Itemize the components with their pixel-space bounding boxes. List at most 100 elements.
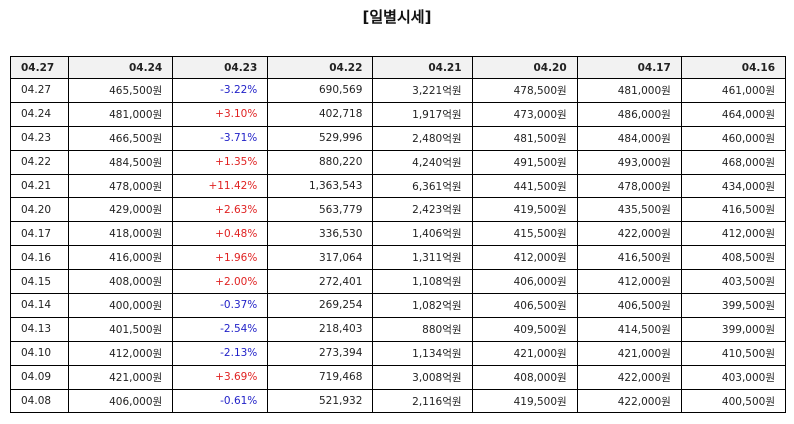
- high-price-cell: 486,000원: [576, 101, 682, 127]
- low-price-cell: 434,000원: [680, 173, 787, 199]
- change-rate-cell: +1.96%: [172, 245, 269, 271]
- high-price-cell: 478,000원: [576, 173, 682, 199]
- open-price-cell: 409,500원: [471, 316, 578, 342]
- low-price-cell: 468,000원: [680, 149, 787, 175]
- open-price-cell: 406,500원: [471, 293, 578, 318]
- date-cell: 04.23: [9, 125, 70, 151]
- trade-amount-cell: 880억원: [372, 316, 473, 342]
- change-rate-cell: +0.48%: [172, 221, 269, 247]
- date-cell: 04.17: [9, 221, 70, 247]
- volume-cell: 269,254: [267, 293, 374, 318]
- low-price-cell: 464,000원: [680, 101, 787, 127]
- high-price-cell: 406,500원: [576, 293, 682, 318]
- low-price-cell: 412,000원: [680, 221, 787, 247]
- close-price-cell: 406,000원: [68, 388, 174, 414]
- column-header: 04.20: [471, 56, 578, 79]
- open-price-cell: 441,500원: [471, 173, 578, 199]
- trade-amount-cell: 2,480억원: [372, 125, 473, 151]
- table-row: 04.10 412,000원 -2.13% 273,394 1,134억원 421,000…: [9, 340, 787, 366]
- trade-amount-cell: 2,423억원: [372, 197, 473, 223]
- change-rate-cell: -0.61%: [172, 388, 269, 414]
- volume-cell: 317,064: [267, 245, 374, 271]
- trade-amount-cell: 3,221억원: [372, 78, 473, 103]
- high-price-cell: 421,000원: [576, 340, 682, 366]
- table-row: 04.17 418,000원 +0.48% 336,530 1,406억원 415,500…: [9, 221, 787, 247]
- change-rate-cell: +2.63%: [172, 197, 269, 223]
- date-cell: 04.14: [9, 293, 70, 318]
- close-price-cell: 418,000원: [68, 221, 174, 247]
- column-header: 04.22: [267, 56, 374, 79]
- column-header: 04.27: [9, 56, 70, 79]
- close-price-cell: 416,000원: [68, 245, 174, 271]
- open-price-cell: 412,000원: [471, 245, 578, 271]
- open-price-cell: 419,500원: [471, 197, 578, 223]
- open-price-cell: 481,500원: [471, 125, 578, 151]
- date-cell: 04.09: [9, 364, 70, 390]
- date-cell: 04.10: [9, 340, 70, 366]
- table-row: 04.08 406,000원 -0.61% 521,932 2,116억원 419,500…: [9, 388, 787, 414]
- high-price-cell: 493,000원: [576, 149, 682, 175]
- date-cell: 04.08: [9, 388, 70, 414]
- date-cell: 04.15: [9, 269, 70, 295]
- change-rate-cell: +11.42%: [172, 173, 269, 199]
- trade-amount-cell: 6,361억원: [372, 173, 473, 199]
- change-rate-cell: -3.71%: [172, 125, 269, 151]
- table-row: 04.20 429,000원 +2.63% 563,779 2,423억원 419,500…: [9, 197, 787, 223]
- close-price-cell: 408,000원: [68, 269, 174, 295]
- date-cell: 04.27: [9, 78, 70, 103]
- volume-cell: 218,403: [267, 316, 374, 342]
- table-row: 04.16 416,000원 +1.96% 317,064 1,311억원 412,000…: [9, 245, 787, 271]
- close-price-cell: 465,500원: [68, 78, 174, 103]
- change-rate-cell: -0.37%: [172, 293, 269, 318]
- change-rate-cell: -2.54%: [172, 316, 269, 342]
- volume-cell: 563,779: [267, 197, 374, 223]
- table-row: 04.27 465,500원 -3.22% 690,569 3,221억원 478,500…: [9, 78, 787, 103]
- volume-cell: 336,530: [267, 221, 374, 247]
- low-price-cell: 460,000원: [680, 125, 787, 151]
- change-rate-cell: -3.22%: [172, 78, 269, 103]
- close-price-cell: 484,500원: [68, 149, 174, 175]
- change-rate-cell: +2.00%: [172, 269, 269, 295]
- close-price-cell: 400,000원: [68, 293, 174, 318]
- high-price-cell: 481,000원: [576, 78, 682, 103]
- change-rate-cell: +3.69%: [172, 364, 269, 390]
- table-row: 04.24 481,000원 +3.10% 402,718 1,917억원 473,000…: [9, 101, 787, 127]
- column-header: 04.17: [576, 56, 682, 79]
- low-price-cell: 399,000원: [680, 316, 787, 342]
- low-price-cell: 400,500원: [680, 388, 787, 414]
- trade-amount-cell: 2,116억원: [372, 388, 473, 414]
- volume-cell: 719,468: [267, 364, 374, 390]
- date-cell: 04.16: [9, 245, 70, 271]
- open-price-cell: 473,000원: [471, 101, 578, 127]
- table-row: 04.23 466,500원 -3.71% 529,996 2,480억원 481,500…: [9, 125, 787, 151]
- column-header: 04.23: [172, 56, 269, 79]
- trade-amount-cell: 1,134억원: [372, 340, 473, 366]
- table-row: 04.21 478,000원 +11.42% 1,363,543 6,361억원 441,…: [9, 173, 787, 199]
- trade-amount-cell: 1,311억원: [372, 245, 473, 271]
- high-price-cell: 422,000원: [576, 221, 682, 247]
- date-cell: 04.13: [9, 316, 70, 342]
- trade-amount-cell: 1,406억원: [372, 221, 473, 247]
- high-price-cell: 416,500원: [576, 245, 682, 271]
- low-price-cell: 410,500원: [680, 340, 787, 366]
- volume-cell: 1,363,543: [267, 173, 374, 199]
- high-price-cell: 435,500원: [576, 197, 682, 223]
- trade-amount-cell: 3,008억원: [372, 364, 473, 390]
- date-cell: 04.24: [9, 101, 70, 127]
- volume-cell: 272,401: [267, 269, 374, 295]
- open-price-cell: 421,000원: [471, 340, 578, 366]
- trade-amount-cell: 1,108억원: [372, 269, 473, 295]
- date-cell: 04.22: [9, 149, 70, 175]
- volume-cell: 690,569: [267, 78, 374, 103]
- open-price-cell: 478,500원: [471, 78, 578, 103]
- trade-amount-cell: 1,082억원: [372, 293, 473, 318]
- close-price-cell: 421,000원: [68, 364, 174, 390]
- volume-cell: 529,996: [267, 125, 374, 151]
- column-header: 04.16: [680, 56, 787, 79]
- table-row: 04.15 408,000원 +2.00% 272,401 1,108억원 406,000…: [9, 269, 787, 295]
- low-price-cell: 399,500원: [680, 293, 787, 318]
- open-price-cell: 491,500원: [471, 149, 578, 175]
- low-price-cell: 408,500원: [680, 245, 787, 271]
- daily-price-table: 04.27 04.24 04.23 04.22 04.21 04.20 04.1…: [9, 56, 787, 414]
- close-price-cell: 412,000원: [68, 340, 174, 366]
